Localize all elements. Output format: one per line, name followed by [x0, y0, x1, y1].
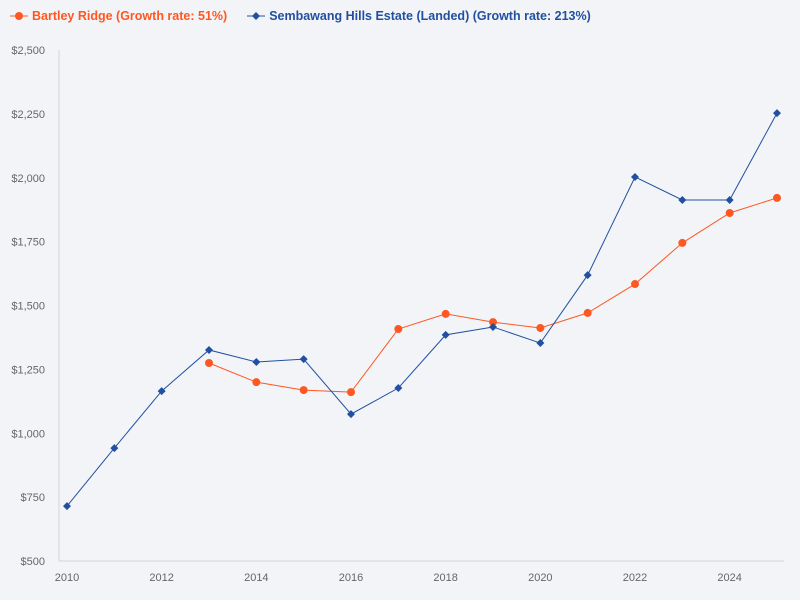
data-point-diamond: [252, 357, 261, 366]
y-tick-label: $500: [21, 556, 45, 568]
data-point-circle: [583, 308, 592, 317]
data-point-diamond: [347, 410, 355, 419]
y-tick-label: $1,250: [11, 364, 45, 376]
x-tick-label: 2012: [149, 572, 173, 584]
data-point-circle: [536, 323, 545, 332]
data-point-diamond: [394, 384, 403, 393]
x-tick-label: 2018: [433, 572, 457, 584]
data-point-diamond: [678, 195, 687, 204]
data-point-circle: [205, 358, 213, 367]
y-tick-label: $1,750: [11, 237, 45, 249]
data-point-circle: [394, 325, 403, 334]
legend-label: Bartley Ridge (Growth rate: 51%): [32, 9, 228, 23]
data-point-diamond: [63, 502, 71, 511]
y-tick-label: $2,000: [11, 173, 45, 185]
data-point-circle: [773, 193, 781, 202]
data-point-diamond: [205, 345, 213, 354]
legend-diamond-marker-icon: [247, 12, 266, 20]
data-point-diamond: [441, 330, 450, 339]
data-point-diamond: [110, 444, 119, 453]
legend-item-sembawang-hills[interactable]: Sembawang Hills Estate (Landed) (Growth …: [247, 9, 591, 23]
data-point-diamond: [489, 322, 497, 331]
data-point-circle: [299, 386, 308, 395]
data-point-diamond: [725, 195, 734, 204]
data-point-diamond: [299, 355, 308, 364]
data-point-circle: [489, 318, 497, 327]
legend-circle-marker-icon: [10, 12, 28, 20]
x-tick-label: 2024: [717, 572, 741, 584]
data-point-circle: [347, 388, 355, 397]
data-point-circle: [252, 378, 261, 387]
data-point-diamond: [773, 109, 781, 118]
legend: Bartley Ridge (Growth rate: 51%) Sembawa…: [10, 9, 591, 23]
y-tick-label: $1,500: [11, 301, 45, 313]
legend-item-bartley-ridge[interactable]: Bartley Ridge (Growth rate: 51%): [10, 9, 227, 23]
y-tick-label: $2,250: [11, 109, 45, 121]
y-tick-label: $2,500: [11, 45, 45, 57]
data-point-diamond: [536, 339, 545, 348]
legend-label: Sembawang Hills Estate (Landed) (Growth …: [269, 9, 591, 23]
data-point-circle: [441, 309, 450, 318]
data-point-diamond: [631, 172, 639, 181]
x-tick-label: 2022: [623, 572, 647, 584]
x-tick-label: 2014: [244, 572, 268, 584]
x-tick-label: 2016: [339, 572, 363, 584]
y-tick-label: $750: [21, 492, 45, 504]
data-point-diamond: [583, 271, 592, 280]
data-point-diamond: [157, 387, 166, 396]
x-tick-label: 2010: [55, 572, 79, 584]
x-tick-label: 2020: [528, 572, 552, 584]
y-tick-label: $1,000: [11, 428, 45, 440]
data-point-circle: [678, 238, 687, 247]
data-point-circle: [725, 209, 734, 218]
data-point-circle: [631, 280, 639, 289]
series-line-1: [66, 112, 778, 507]
series-line-0: [208, 197, 778, 393]
